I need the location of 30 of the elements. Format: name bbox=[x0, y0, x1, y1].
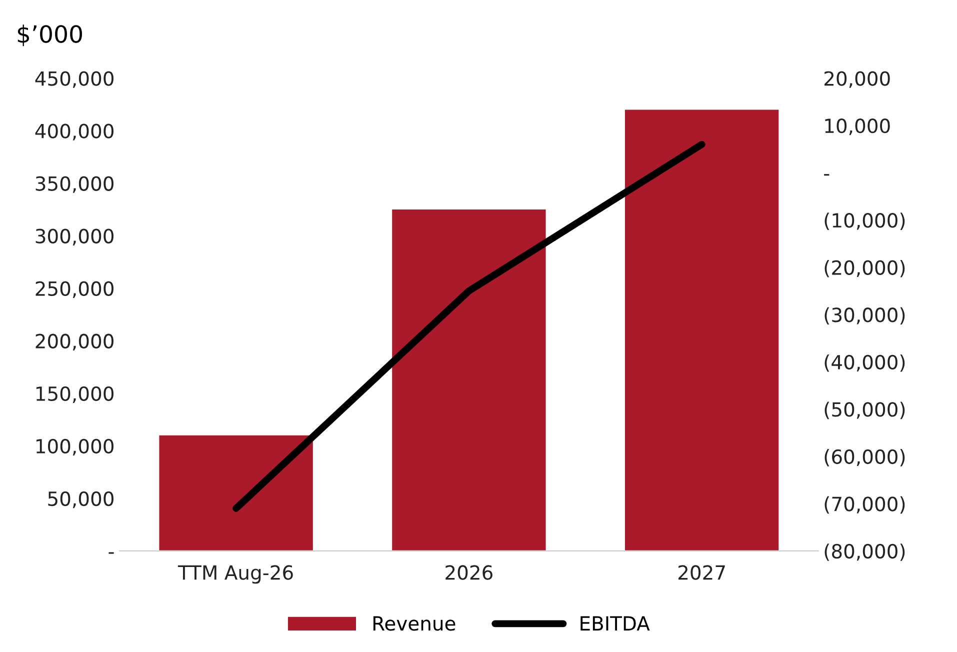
x-tick-label: 2027 bbox=[678, 565, 725, 580]
y2-tick-label: (40,000) bbox=[824, 354, 905, 372]
bar bbox=[159, 435, 313, 551]
y-tick-label: 200,000 bbox=[36, 334, 114, 350]
x-tick-label: 2026 bbox=[446, 565, 492, 580]
bar bbox=[624, 110, 779, 551]
y2-tick-label: (60,000) bbox=[824, 449, 905, 466]
legend-label: Revenue bbox=[373, 616, 456, 631]
y2-tick-label: (70,000) bbox=[824, 496, 905, 514]
y-tick-label: 250,000 bbox=[36, 281, 114, 298]
y2-tick-label: 10,000 bbox=[825, 118, 890, 136]
y2-tick-label: (80,000) bbox=[824, 544, 905, 561]
y-tick-label: 400,000 bbox=[35, 124, 114, 140]
bar bbox=[392, 210, 546, 551]
x-tick-label: TTM Aug-26 bbox=[178, 565, 293, 584]
y2-tick-label: (10,000) bbox=[824, 212, 905, 230]
y2-tick-label: (50,000) bbox=[824, 402, 905, 420]
y-tick-label: 50,000 bbox=[48, 491, 114, 508]
y-axis-title: $’000 bbox=[18, 24, 82, 46]
y2-tick-label: (30,000) bbox=[824, 307, 905, 325]
y2-tick-label: (20,000) bbox=[824, 260, 905, 278]
y-tick-label: 150,000 bbox=[36, 386, 114, 404]
y-tick-label: 450,000 bbox=[35, 71, 114, 88]
legend-label: EBITDA bbox=[580, 616, 650, 630]
y2-tick-label: 20,000 bbox=[824, 71, 890, 88]
y-tick-label: 300,000 bbox=[36, 228, 114, 246]
y-tick-label: - bbox=[108, 552, 114, 554]
y2-tick-label: - bbox=[824, 174, 830, 176]
y-tick-label: 350,000 bbox=[36, 176, 114, 193]
y-tick-label: 100,000 bbox=[36, 438, 114, 456]
